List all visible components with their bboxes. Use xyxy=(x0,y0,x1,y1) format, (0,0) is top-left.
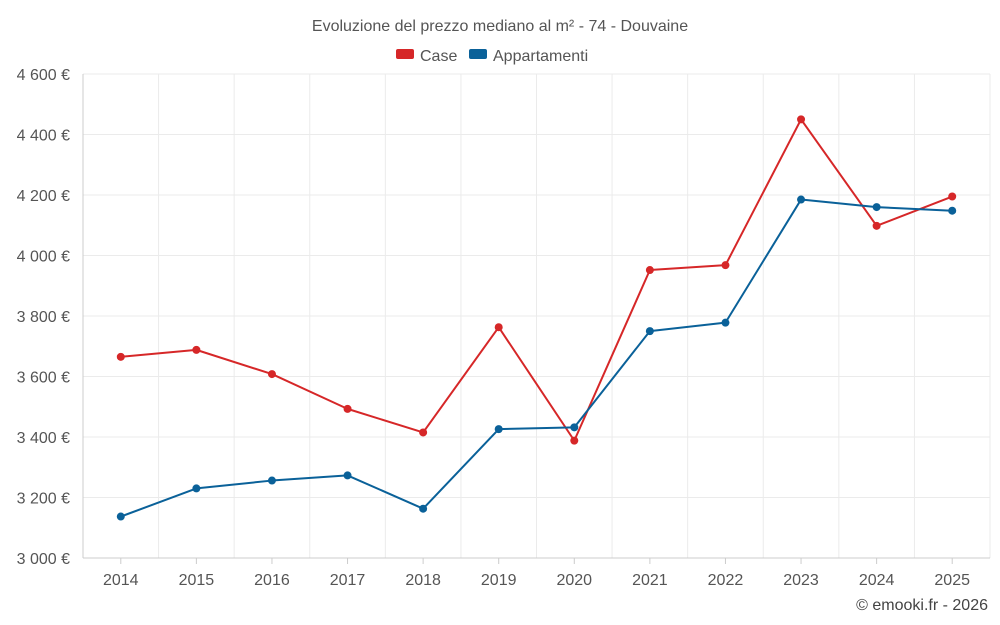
series xyxy=(116,115,957,521)
data-point-case[interactable] xyxy=(116,352,125,361)
x-tick-label: 2014 xyxy=(103,572,139,589)
data-point-case[interactable] xyxy=(797,115,806,124)
data-point-appartamenti[interactable] xyxy=(494,425,503,434)
credit-text[interactable]: © emooki.fr - 2026 xyxy=(856,597,988,614)
legend-label-appartamenti[interactable]: Appartamenti xyxy=(493,48,588,65)
x-tick-label: 2019 xyxy=(481,572,517,589)
y-tick-label: 3 200 € xyxy=(17,491,70,508)
data-point-appartamenti[interactable] xyxy=(721,318,730,327)
series-line-appartamenti xyxy=(120,198,953,518)
data-point-appartamenti[interactable] xyxy=(343,471,352,480)
legend-swatch-appartamenti[interactable] xyxy=(469,49,487,59)
y-tick-label: 3 600 € xyxy=(17,370,70,387)
data-point-case[interactable] xyxy=(192,345,201,354)
series-line-case xyxy=(120,118,953,442)
legend-label-case[interactable]: Case xyxy=(420,48,457,65)
data-point-appartamenti[interactable] xyxy=(872,203,881,212)
data-point-case[interactable] xyxy=(570,436,579,445)
y-tick-label: 3 800 € xyxy=(17,309,70,326)
data-point-case[interactable] xyxy=(872,221,881,230)
grid xyxy=(83,73,991,558)
series-appartamenti xyxy=(116,195,957,521)
y-tick-label: 4 000 € xyxy=(17,249,70,266)
x-tick-label: 2015 xyxy=(179,572,215,589)
y-tick-label: 4 400 € xyxy=(17,128,70,145)
x-tick-label: 2022 xyxy=(708,572,744,589)
y-tick-label: 4 200 € xyxy=(17,188,70,205)
data-point-case[interactable] xyxy=(267,370,276,379)
data-point-appartamenti[interactable] xyxy=(797,195,806,204)
data-point-case[interactable] xyxy=(419,428,428,437)
data-point-appartamenti[interactable] xyxy=(419,504,428,513)
y-axis-ticks: 3 000 € 3 200 € 3 400 € 3 600 € 3 800 € 4 000… xyxy=(17,67,70,568)
x-tick-label: 2023 xyxy=(783,572,819,589)
data-point-case[interactable] xyxy=(494,323,503,332)
x-tick-label: 2021 xyxy=(632,572,668,589)
chart-title: Evoluzione del prezzo mediano al m² - 74… xyxy=(312,18,688,35)
data-point-appartamenti[interactable] xyxy=(267,476,276,485)
data-point-appartamenti[interactable] xyxy=(570,423,579,432)
data-point-case[interactable] xyxy=(948,192,957,201)
axes xyxy=(82,74,990,564)
data-point-appartamenti[interactable] xyxy=(948,206,957,215)
x-tick-label: 2025 xyxy=(934,572,970,589)
x-tick-label: 2016 xyxy=(254,572,290,589)
data-point-appartamenti[interactable] xyxy=(645,327,654,336)
x-axis-ticks: 2014 2015 2016 2017 2018 2019 2020 2021 2022 2023… xyxy=(103,572,970,589)
data-point-case[interactable] xyxy=(645,266,654,275)
legend: Case Appartamenti xyxy=(396,48,588,65)
data-point-case[interactable] xyxy=(721,261,730,270)
y-tick-label: 4 600 € xyxy=(17,67,70,84)
x-tick-label: 2018 xyxy=(405,572,441,589)
x-tick-label: 2020 xyxy=(556,572,592,589)
x-tick-label: 2024 xyxy=(859,572,895,589)
data-point-case[interactable] xyxy=(343,404,352,413)
data-point-appartamenti[interactable] xyxy=(192,484,201,493)
data-point-appartamenti[interactable] xyxy=(116,512,125,521)
x-tick-label: 2017 xyxy=(330,572,366,589)
y-tick-label: 3 000 € xyxy=(17,551,70,568)
y-tick-label: 3 400 € xyxy=(17,430,70,447)
legend-swatch-case[interactable] xyxy=(396,49,414,59)
series-case xyxy=(116,115,957,445)
